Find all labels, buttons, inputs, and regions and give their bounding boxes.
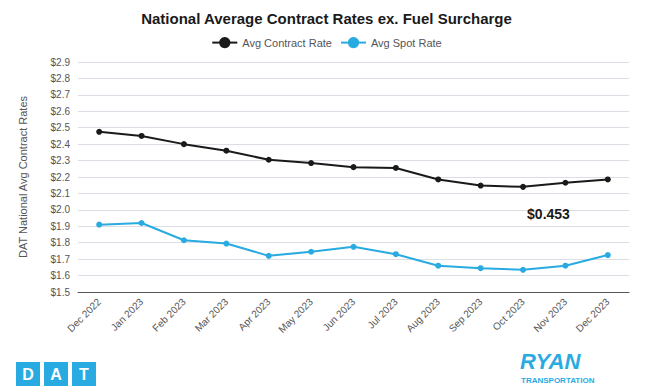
svg-text:Nov 2023: Nov 2023	[531, 296, 569, 334]
svg-text:TRANSPORTATION: TRANSPORTATION	[521, 376, 595, 385]
svg-text:T: T	[79, 366, 89, 383]
svg-text:$2.4: $2.4	[51, 139, 71, 150]
svg-text:Sep 2023: Sep 2023	[447, 296, 485, 334]
svg-text:$1.6: $1.6	[51, 270, 71, 281]
svg-text:Jul 2023: Jul 2023	[365, 296, 400, 331]
svg-text:Apr 2023: Apr 2023	[236, 296, 273, 333]
svg-text:D: D	[22, 366, 34, 383]
svg-text:$1.9: $1.9	[51, 221, 71, 232]
svg-text:Dec 2023: Dec 2023	[574, 296, 612, 334]
svg-text:$2.8: $2.8	[51, 73, 71, 84]
svg-text:A: A	[50, 366, 62, 383]
svg-text:RYAN: RYAN	[520, 349, 581, 374]
svg-text:Feb 2023: Feb 2023	[150, 296, 188, 334]
svg-text:Jan 2023: Jan 2023	[109, 296, 146, 333]
svg-text:DAT National Avg Contract Rate: DAT National Avg Contract Rates	[17, 95, 29, 258]
svg-text:Oct 2023: Oct 2023	[490, 296, 527, 333]
svg-text:Mar 2023: Mar 2023	[193, 296, 231, 334]
svg-text:$1.8: $1.8	[51, 237, 71, 248]
svg-text:$1.5: $1.5	[51, 287, 71, 298]
svg-text:Aug 2023: Aug 2023	[404, 296, 442, 334]
svg-text:$2.1: $2.1	[51, 188, 71, 199]
svg-text:$2.9: $2.9	[51, 57, 71, 68]
svg-text:Dec 2022: Dec 2022	[65, 296, 103, 334]
svg-text:$2.2: $2.2	[51, 172, 71, 183]
svg-text:$0.453: $0.453	[527, 206, 570, 222]
svg-text:Jun 2023: Jun 2023	[321, 296, 358, 333]
svg-text:Avg Contract Rate: Avg Contract Rate	[242, 37, 332, 49]
svg-text:$2.3: $2.3	[51, 155, 71, 166]
svg-text:May 2023: May 2023	[276, 296, 315, 335]
svg-text:$2.7: $2.7	[51, 89, 71, 100]
svg-text:$2.6: $2.6	[51, 106, 71, 117]
svg-text:Avg Spot Rate: Avg Spot Rate	[371, 37, 442, 49]
svg-text:$2.5: $2.5	[51, 122, 71, 133]
svg-text:$1.7: $1.7	[51, 254, 71, 265]
svg-text:$2.0: $2.0	[51, 204, 71, 215]
svg-text:National Average Contract Rate: National Average Contract Rates ex. Fuel…	[141, 10, 512, 27]
